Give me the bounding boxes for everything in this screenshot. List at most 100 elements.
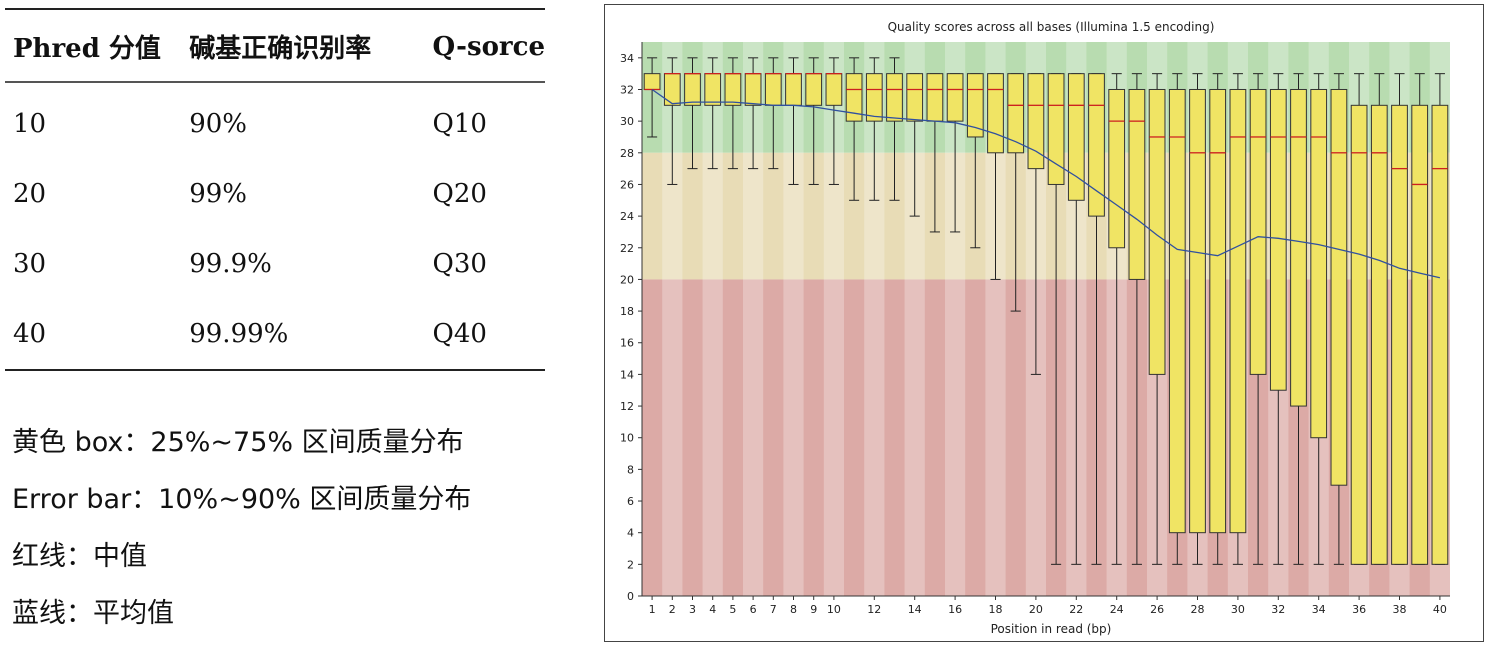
y-tick-label: 22 [620,242,634,255]
box [1067,73,1085,201]
box-position-9 [805,57,823,185]
box [1189,88,1206,534]
box [906,73,924,122]
box-position-37 [1370,73,1388,565]
box [1148,88,1166,375]
box-position-3 [684,57,701,170]
table-row: 10 90% Q10 [5,82,545,159]
cell-phred: 10 [13,109,47,139]
cell-qscore: Q40 [424,299,545,371]
box-position-36 [1350,73,1368,565]
box-position-22 [1067,73,1085,565]
box [724,73,742,106]
y-tick-label: 4 [627,527,634,540]
x-tick-label: 28 [1191,603,1205,616]
cell-accuracy: 90% [189,109,248,139]
box-position-26 [1148,73,1166,565]
box [744,73,762,106]
header-accuracy: 碱基正确识别率 [181,8,425,83]
legend-notes: 黄色 box：25%~75% 区间质量分布 Error bar：10%~90% … [12,414,471,642]
box [886,73,903,122]
x-axis-label: Position in read (bp) [991,622,1112,636]
box-position-10 [825,57,843,185]
box [764,73,782,106]
box-position-20 [1027,73,1045,375]
box-position-1 [643,57,661,138]
cell-phred: 40 [5,299,182,371]
box-position-27 [1168,73,1186,565]
stripe [662,42,683,596]
y-tick-label: 24 [620,210,634,223]
box [1168,88,1186,534]
x-tick-label: 5 [729,603,736,616]
box [1370,104,1388,565]
box [785,73,802,106]
box [704,73,722,106]
note-error-bar: Error bar：10%~90% 区间质量分布 [12,484,472,515]
y-tick-label: 2 [627,558,634,571]
x-tick-label: 18 [989,603,1003,616]
box-position-21 [1047,73,1065,565]
box [825,73,843,106]
x-tick-label: 24 [1110,603,1124,616]
y-tick-label: 18 [620,305,634,318]
header-qscore: Q-sorce [424,8,545,83]
x-tick-label: 40 [1433,603,1447,616]
y-tick-label: 6 [627,495,634,508]
box-position-2 [663,57,681,185]
box [845,73,863,122]
box-position-14 [906,73,924,217]
box-position-33 [1290,73,1307,565]
box-position-23 [1088,73,1105,565]
cell-accuracy: 99% [189,179,248,209]
y-tick-label: 20 [620,273,634,286]
box-position-19 [1007,73,1025,312]
box-position-34 [1310,73,1328,565]
stripe [985,42,1006,596]
box [1290,88,1307,407]
stripe [783,42,804,596]
x-tick-label: 2 [669,603,676,616]
stripe [864,42,885,596]
x-tick-label: 3 [689,603,696,616]
cell-qscore: Q10 [432,109,487,139]
x-tick-label: 38 [1393,603,1407,616]
box-position-5 [724,57,742,170]
box [1128,88,1146,280]
box [1209,88,1227,534]
stripe [904,42,925,596]
y-tick-label: 34 [620,52,634,65]
note-red-line: 红线：中值 [12,541,147,572]
box-position-11 [845,57,863,201]
y-tick-label: 14 [620,368,634,381]
box [643,73,661,90]
cell-accuracy: 99.9% [189,249,272,279]
box-position-25 [1128,73,1146,565]
box-position-35 [1330,73,1348,565]
cell-phred: 20 [13,179,47,209]
x-tick-label: 12 [867,603,881,616]
box-position-6 [744,57,762,170]
x-tick-label: 7 [770,603,777,616]
table-header-row: Phred 分值 碱基正确识别率 Q-sorce [5,8,545,83]
box-position-30 [1229,73,1247,565]
box [1108,88,1126,249]
y-tick-label: 26 [620,178,634,191]
x-tick-label: 6 [750,603,757,616]
box [1007,73,1025,154]
x-tick-label: 26 [1150,603,1164,616]
cell-accuracy: 99.99% [181,299,425,371]
box [987,73,1004,154]
stripe [945,42,966,596]
cell-phred: 30 [13,249,47,279]
y-tick-label: 12 [620,400,634,413]
box-series [643,57,1449,565]
table-row: 30 99.9% Q30 [5,229,545,299]
box [1350,104,1368,565]
x-tick-label: 32 [1271,603,1285,616]
box [1249,88,1267,375]
box-position-29 [1209,73,1227,565]
x-tick-label: 10 [827,603,841,616]
x-tick-label: 34 [1312,603,1326,616]
